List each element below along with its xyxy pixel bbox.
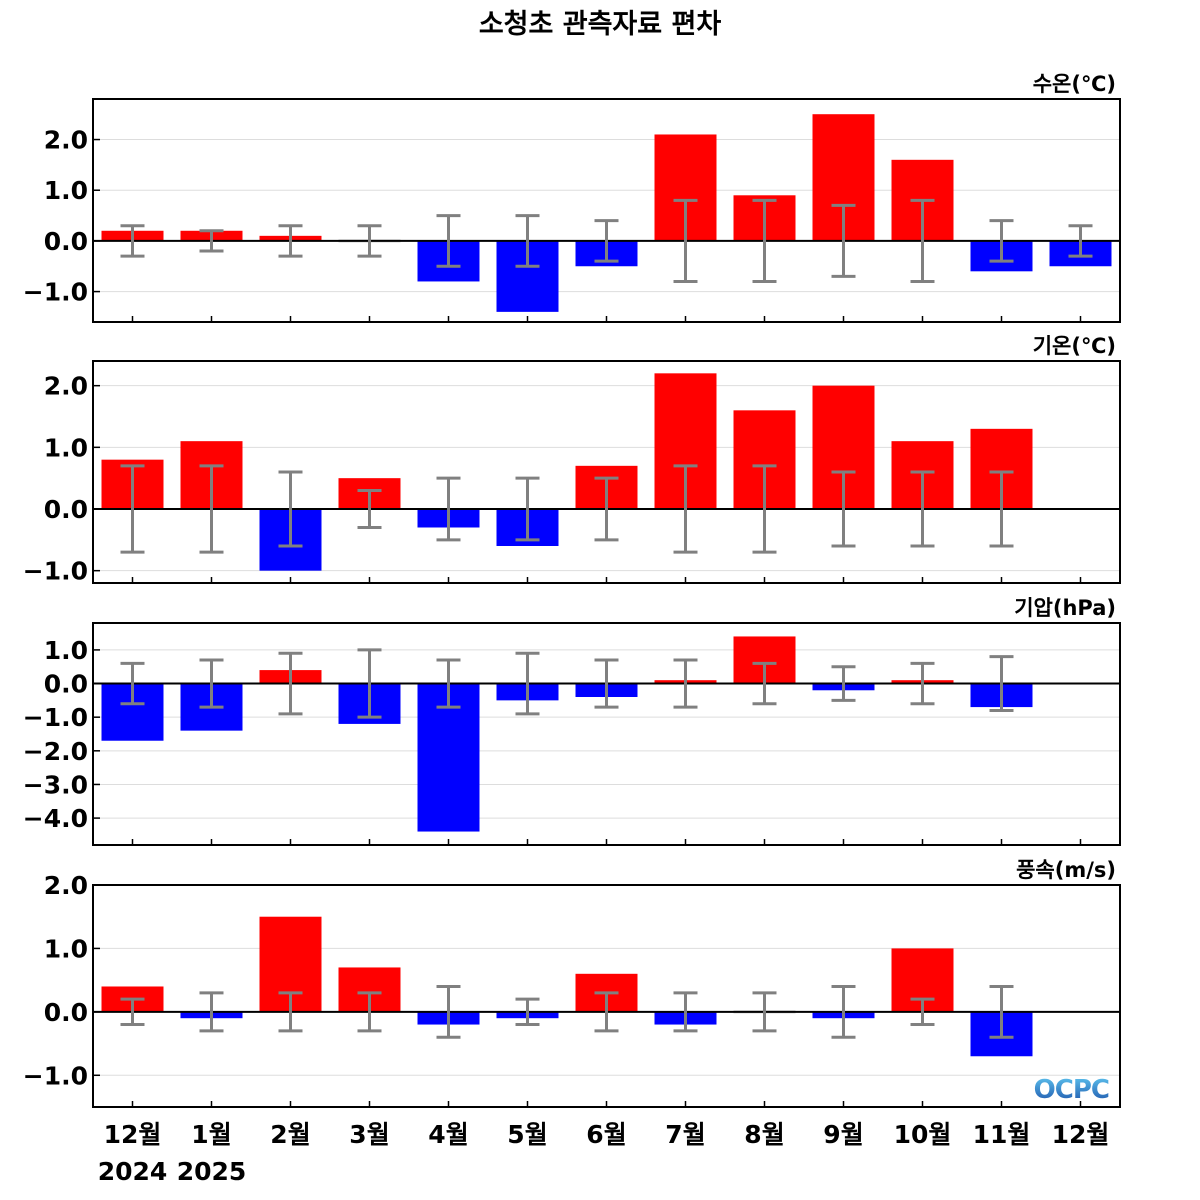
panel-label: 풍속(m/s) (1016, 858, 1116, 882)
year-label: 2025 (177, 1157, 247, 1186)
y-tick-label: 2.0 (44, 372, 88, 401)
y-tick-label: 2.0 (44, 871, 88, 900)
y-tick-label: −1.0 (23, 557, 88, 586)
y-tick-label: −2.0 (23, 737, 88, 766)
chart-title: 소청초 관측자료 편차 (478, 9, 722, 40)
panel-label: 수온(℃) (1033, 72, 1116, 96)
panel-label: 기압(hPa) (1014, 596, 1116, 620)
x-tick-label: 3월 (349, 1120, 389, 1149)
y-tick-label: −1.0 (23, 703, 88, 732)
x-tick-label: 10월 (894, 1120, 952, 1149)
x-tick-label: 6월 (586, 1120, 626, 1149)
y-tick-label: 1.0 (44, 636, 88, 665)
y-tick-label: −3.0 (23, 770, 88, 799)
y-tick-label: 1.0 (44, 433, 88, 462)
y-tick-label: −1.0 (23, 278, 88, 307)
panel-label: 기온(℃) (1033, 334, 1116, 358)
x-tick-label: 9월 (823, 1120, 863, 1149)
x-tick-label: 1월 (191, 1120, 231, 1149)
ocpc-logo: OCPC (1034, 1075, 1109, 1105)
x-tick-label: 11월 (973, 1120, 1031, 1149)
x-tick-label: 2월 (270, 1120, 310, 1149)
y-tick-label: 0.0 (44, 495, 88, 524)
y-tick-label: −1.0 (23, 1061, 88, 1090)
x-tick-label: 12월 (1052, 1120, 1110, 1149)
x-tick-label: 8월 (744, 1120, 784, 1149)
panel-frame (92, 622, 1121, 846)
y-tick-label: 0.0 (44, 998, 88, 1027)
x-tick-label: 4월 (428, 1120, 468, 1149)
y-tick-label: 0.0 (44, 227, 88, 256)
x-tick-label: 12월 (104, 1120, 162, 1149)
y-tick-label: 1.0 (44, 176, 88, 205)
y-tick-label: 0.0 (44, 670, 88, 699)
x-tick-label: 7월 (665, 1120, 705, 1149)
x-tick-label: 5월 (507, 1120, 547, 1149)
y-tick-label: −4.0 (23, 804, 88, 833)
year-label: 2024 (98, 1157, 168, 1186)
y-tick-label: 1.0 (44, 934, 88, 963)
y-tick-label: 2.0 (44, 126, 88, 155)
panel-frame (92, 98, 1121, 323)
